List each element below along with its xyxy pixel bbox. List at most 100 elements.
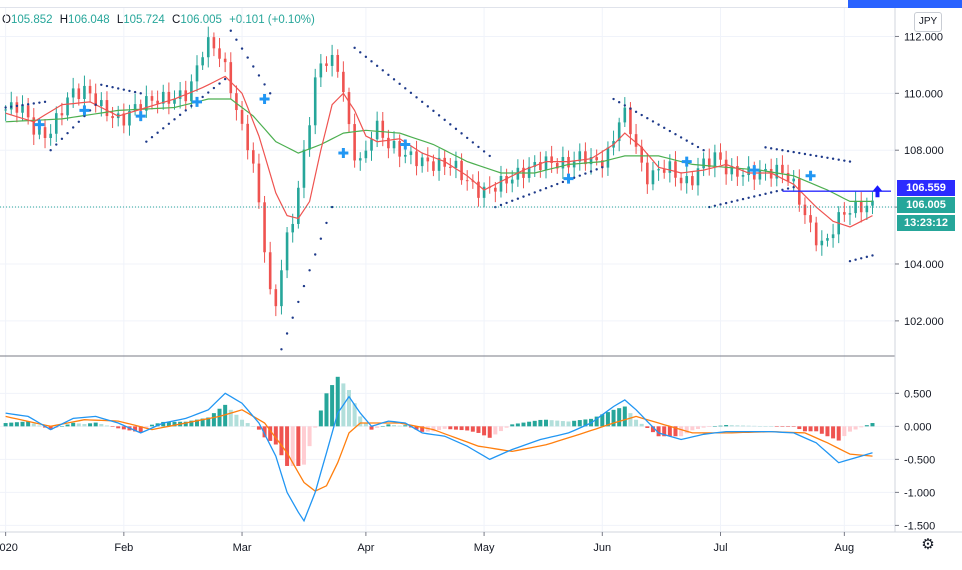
psar-dot <box>837 158 840 161</box>
psar-dot <box>651 120 655 123</box>
histogram-bar <box>667 426 672 437</box>
psar-dot <box>128 89 131 93</box>
alert-price-tag[interactable]: 106.559 <box>897 180 955 196</box>
histogram-bar <box>470 426 475 432</box>
candle-body <box>415 151 418 167</box>
candle-body <box>662 169 666 173</box>
cross-marker <box>805 170 816 181</box>
histogram-bar <box>234 414 239 427</box>
candle-body <box>606 147 610 168</box>
candle-body <box>392 140 396 149</box>
histogram-bar <box>262 426 267 438</box>
candle-body <box>235 93 238 111</box>
candle-body <box>674 161 677 178</box>
macd-axis-label: 0.500 <box>904 388 932 400</box>
time-axis-label: Jun <box>593 542 611 554</box>
psar-dot <box>871 254 874 257</box>
candle-body <box>820 240 824 246</box>
macd-axis-label: -1.500 <box>904 520 935 532</box>
histogram-bar <box>842 426 847 437</box>
candle-body <box>454 160 458 168</box>
histogram-bar <box>363 423 368 427</box>
candle-body <box>741 175 745 177</box>
psar-dot <box>375 64 379 68</box>
time-axis-label: Apr <box>357 542 374 554</box>
histogram-bar <box>718 425 723 427</box>
histogram-bar <box>611 409 616 427</box>
psar-dot <box>409 91 413 95</box>
histogram-bar <box>14 422 19 427</box>
histogram-bar <box>301 426 306 465</box>
psar-dot <box>66 131 69 135</box>
histogram-bar <box>504 426 509 428</box>
psar-dot <box>860 257 863 260</box>
psar-dot <box>364 55 368 59</box>
candle-body <box>184 90 188 102</box>
candle-body <box>747 166 750 176</box>
histogram-bar <box>825 426 830 437</box>
histogram-bar <box>774 426 779 427</box>
psar-dot <box>848 259 852 263</box>
candle-body <box>66 97 69 116</box>
macd-axis-label: 0.000 <box>904 421 932 433</box>
histogram-bar <box>819 426 824 434</box>
histogram-bar <box>594 416 599 427</box>
psar-dot <box>477 145 480 149</box>
histogram-bar <box>521 422 526 427</box>
histogram-bar <box>583 419 588 427</box>
candle-body <box>668 161 672 173</box>
candle-body <box>584 151 587 165</box>
histogram-bar <box>26 421 31 427</box>
histogram-bar <box>256 426 261 430</box>
psar-dot <box>466 136 469 140</box>
histogram-bar <box>324 393 329 427</box>
histogram-bar <box>76 423 81 427</box>
currency-badge[interactable]: JPY <box>914 12 942 32</box>
gear-icon[interactable]: ⚙ <box>921 536 935 553</box>
histogram-bar <box>138 426 143 433</box>
psar-dot <box>556 182 559 186</box>
signal-line <box>5 409 873 492</box>
psar-dot <box>201 95 204 99</box>
time-axis-label: May <box>474 542 495 554</box>
candle-body <box>499 176 503 192</box>
candle-body <box>871 200 874 206</box>
psar-dot <box>612 97 615 101</box>
histogram-bar <box>544 419 549 427</box>
psar-dot <box>764 146 767 149</box>
histogram-bar <box>527 421 532 427</box>
time-axis-label: Jul <box>713 542 727 554</box>
candle-body <box>713 152 717 168</box>
psar-dot <box>629 107 632 110</box>
histogram-bar <box>515 423 520 427</box>
candle-body <box>617 122 621 142</box>
histogram-bar <box>555 420 560 427</box>
candle-body <box>510 179 514 184</box>
psar-dot <box>696 145 700 149</box>
candle-body <box>60 113 64 116</box>
macd-axis-label: -1.000 <box>904 487 935 499</box>
candle-body <box>696 168 700 186</box>
psar-dot <box>117 87 120 90</box>
candle-body <box>49 133 52 138</box>
candle-body <box>623 107 627 123</box>
candle-body <box>263 202 266 253</box>
psar-dot <box>420 100 424 104</box>
psar-dot <box>145 140 148 143</box>
psar-dot <box>471 141 475 144</box>
candle-body <box>792 178 795 182</box>
candle-body <box>651 170 655 185</box>
psar-dot <box>741 197 745 201</box>
psar-dot <box>392 78 396 81</box>
psar-dot <box>100 83 103 86</box>
histogram-bar <box>31 423 36 427</box>
histogram-bar <box>453 426 458 430</box>
psar-dot <box>584 172 587 175</box>
price-axis-label: 104.000 <box>904 259 944 271</box>
candle-body <box>494 187 497 192</box>
psar-dot <box>572 176 576 179</box>
psar-dot <box>601 166 604 169</box>
psar-dot <box>820 155 824 159</box>
candle-body <box>600 160 604 168</box>
